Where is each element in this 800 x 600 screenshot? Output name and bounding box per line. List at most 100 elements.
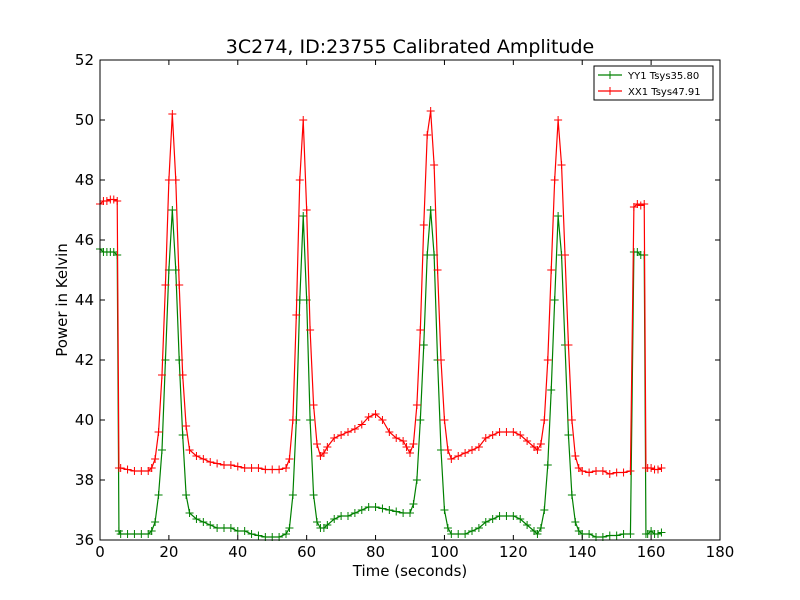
plot-area — [96, 107, 666, 541]
data-point-1-87 — [533, 446, 542, 454]
legend-marker-0 — [606, 71, 614, 79]
data-point-0-33 — [254, 531, 263, 540]
y-tick-label-2: 40 — [75, 411, 94, 429]
data-point-0-92 — [554, 212, 563, 220]
data-point-1-54 — [357, 420, 366, 429]
data-point-1-4 — [109, 195, 118, 204]
data-point-1-51 — [337, 431, 346, 439]
data-point-0-37 — [282, 530, 290, 538]
x-tick-label-1: 20 — [159, 543, 178, 561]
data-point-0-50 — [330, 515, 339, 523]
data-point-0-39 — [288, 491, 297, 499]
data-point-1-116 — [654, 465, 662, 474]
y-tick-label-4: 44 — [75, 291, 94, 309]
data-point-0-61 — [406, 509, 414, 517]
data-point-0-60 — [399, 509, 408, 517]
data-point-1-55 — [364, 413, 373, 421]
data-point-0-83 — [516, 515, 525, 523]
data-point-0-53 — [350, 509, 359, 517]
data-point-1-63 — [409, 440, 418, 448]
data-point-0-51 — [337, 512, 346, 520]
data-point-0-63 — [412, 476, 421, 484]
data-point-0-89 — [543, 461, 552, 469]
data-point-1-117 — [657, 464, 666, 472]
data-point-0-81 — [502, 512, 511, 520]
x-tick-label-2: 40 — [228, 543, 247, 561]
data-point-1-12 — [147, 464, 156, 472]
data-point-0-106 — [626, 530, 635, 538]
data-point-1-10 — [137, 467, 146, 475]
data-point-1-73 — [443, 446, 452, 454]
data-point-1-13 — [151, 455, 160, 463]
data-point-1-91 — [547, 266, 556, 274]
data-point-0-57 — [378, 504, 387, 513]
data-point-0-45 — [309, 491, 318, 499]
data-point-1-43 — [302, 206, 311, 214]
data-point-1-85 — [523, 437, 532, 445]
data-point-0-78 — [481, 518, 490, 526]
data-point-0-18 — [168, 206, 177, 214]
data-point-1-89 — [540, 416, 549, 424]
data-point-0-100 — [585, 530, 594, 538]
y-tick-label-3: 42 — [75, 351, 94, 369]
data-point-0-54 — [357, 506, 366, 514]
data-point-1-56 — [371, 410, 380, 418]
data-point-0-97 — [571, 518, 580, 526]
data-point-0-71 — [440, 506, 449, 514]
data-point-1-16 — [161, 281, 170, 289]
data-point-0-7 — [116, 530, 125, 538]
data-point-1-34 — [261, 465, 270, 474]
data-point-1-100 — [578, 467, 587, 475]
x-tick-label-4: 80 — [366, 543, 385, 561]
y-tick-label-8: 52 — [75, 51, 94, 69]
data-point-1-61 — [402, 443, 411, 451]
data-point-1-52 — [344, 428, 352, 436]
data-point-1-102 — [592, 467, 600, 475]
x-tick-label-7: 140 — [568, 543, 597, 561]
data-point-1-80 — [488, 431, 497, 439]
data-point-0-77 — [474, 524, 483, 532]
legend: YY1 Tsys35.80 XX1 Tsys47.91 — [593, 65, 714, 101]
data-point-1-26 — [206, 458, 215, 466]
data-point-0-26 — [206, 521, 215, 529]
data-point-0-23 — [185, 509, 194, 517]
data-point-0-28 — [220, 524, 228, 532]
data-point-0-25 — [199, 518, 208, 526]
data-point-0-29 — [226, 524, 235, 532]
data-point-1-17 — [164, 176, 173, 184]
data-point-0-27 — [213, 524, 222, 532]
data-point-1-14 — [154, 428, 163, 436]
data-point-0-95 — [564, 431, 573, 439]
data-point-1-18 — [168, 110, 177, 118]
data-point-1-88 — [536, 440, 545, 448]
data-point-0-52 — [344, 512, 352, 520]
data-point-1-5 — [113, 197, 122, 205]
data-point-1-103 — [598, 467, 607, 475]
data-point-1-37 — [282, 464, 290, 472]
data-point-0-80 — [495, 512, 504, 520]
data-point-1-75 — [454, 452, 463, 460]
data-point-1-35 — [268, 465, 277, 474]
data-point-1-93 — [554, 116, 563, 124]
data-point-1-60 — [399, 437, 408, 445]
data-point-0-67 — [426, 206, 435, 214]
data-point-1-2 — [102, 197, 111, 205]
data-point-1-40 — [292, 311, 301, 319]
data-point-1-83 — [509, 428, 518, 436]
data-point-1-68 — [426, 107, 435, 115]
data-point-1-7 — [116, 464, 125, 472]
data-point-1-29 — [226, 461, 235, 469]
x-axis-label: Time (seconds) — [352, 562, 468, 580]
data-point-1-50 — [330, 434, 339, 442]
data-point-1-33 — [254, 464, 263, 472]
data-point-1-71 — [437, 356, 445, 364]
data-point-1-59 — [392, 434, 401, 442]
data-point-0-32 — [247, 530, 256, 538]
data-point-1-31 — [240, 464, 249, 472]
data-point-1-58 — [385, 428, 394, 436]
data-point-1-24 — [192, 452, 201, 460]
legend-label-1: XX1 Tsys47.91 — [628, 87, 701, 98]
data-point-0-22 — [182, 491, 191, 499]
data-point-1-23 — [185, 446, 194, 454]
